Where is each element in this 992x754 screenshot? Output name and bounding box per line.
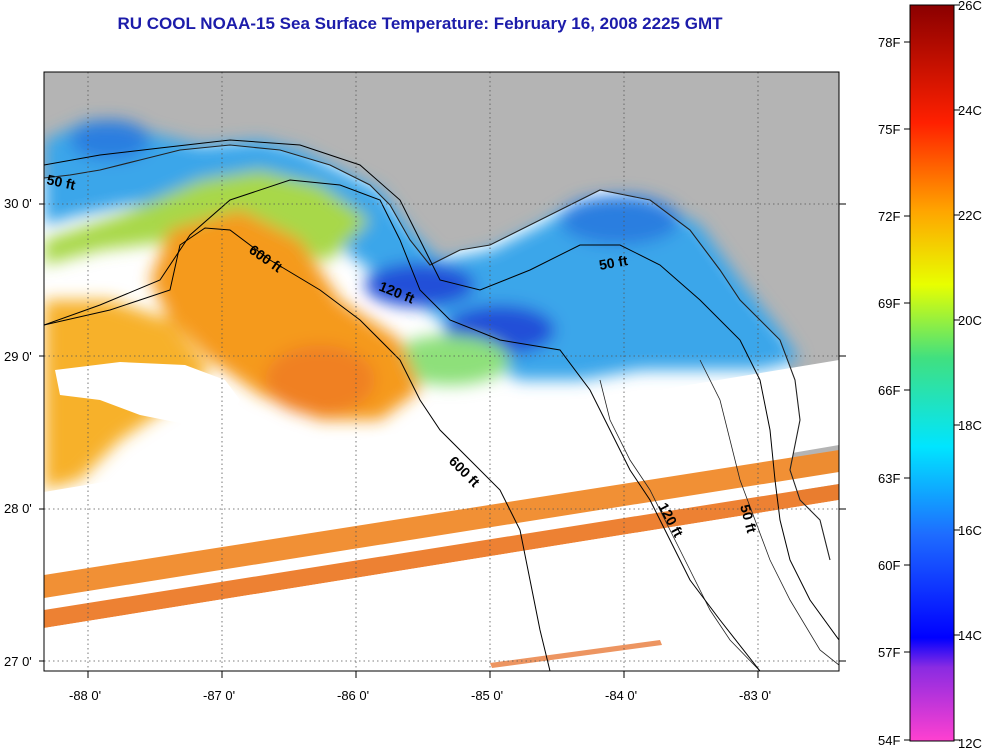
axis-ticks — [39, 203, 846, 678]
colorbar-f-label: 54F — [878, 733, 900, 748]
colorbar-c-label: 22C — [958, 208, 982, 223]
colorbar-c-label: 12C — [958, 736, 982, 751]
colorbar-c-label: 20C — [958, 313, 982, 328]
contour-label: 50 ft — [737, 503, 760, 535]
colorbar-f-label: 60F — [878, 558, 900, 573]
lon-label: -84 0' — [605, 688, 637, 703]
sst-field — [44, 120, 800, 490]
colorbar-c-label: 16C — [958, 523, 982, 538]
colorbar-f-label: 72F — [878, 209, 900, 224]
lat-label: 28 0' — [4, 501, 32, 516]
lon-label: -86 0' — [337, 688, 369, 703]
graticule — [44, 72, 839, 671]
lat-label: 29 0' — [4, 349, 32, 364]
colorbar — [909, 4, 955, 742]
contour-label: 50 ft — [45, 171, 77, 193]
colorbar-f-label: 63F — [878, 471, 900, 486]
contour-600ft — [44, 227, 551, 671]
contour-50ft — [44, 139, 839, 641]
swath-stripe — [44, 450, 839, 603]
colorbar-f-label: 75F — [878, 122, 900, 137]
colorbar-c-label: 24C — [958, 103, 982, 118]
colorbar-f-label: 57F — [878, 645, 900, 660]
contour-label: 50 ft — [598, 252, 629, 273]
lon-label: -85 0' — [471, 688, 503, 703]
swath-stripe — [44, 484, 839, 628]
colorbar-f-label: 69F — [878, 296, 900, 311]
contour-120ft — [44, 179, 761, 671]
colorbar-c-label: 26C — [958, 0, 982, 13]
map-title: RU COOL NOAA-15 Sea Surface Temperature:… — [117, 14, 723, 33]
colorbar-c-label: 14C — [958, 628, 982, 643]
colorbar-f-label: 66F — [878, 383, 900, 398]
lon-label: -88 0' — [69, 688, 101, 703]
land-area — [44, 72, 839, 500]
lat-label: 27 0' — [4, 654, 32, 669]
colorbar-f-label: 78F — [878, 35, 900, 50]
lon-label: -87 0' — [203, 688, 235, 703]
lon-label: -83 0' — [739, 688, 771, 703]
swath-stripe — [490, 640, 662, 668]
colorbar-ticks — [904, 4, 960, 741]
colorbar-c-label: 18C — [958, 418, 982, 433]
coastline — [44, 144, 831, 561]
lat-label: 30 0' — [4, 196, 32, 211]
no-data-gap — [44, 360, 839, 580]
